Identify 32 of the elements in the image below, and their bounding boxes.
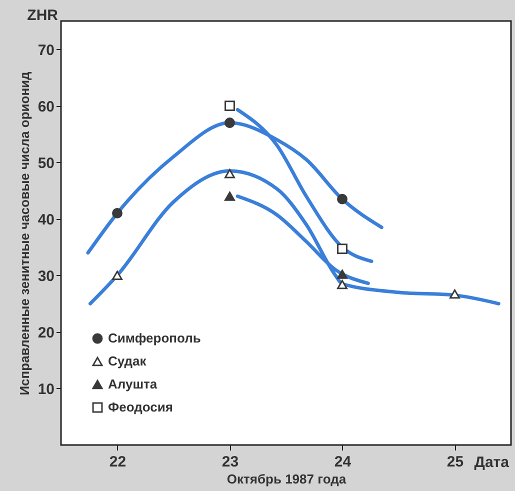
x-tick-label: 24: [334, 454, 352, 470]
point: [337, 244, 348, 254]
point: [337, 194, 348, 204]
legend-label: Феодосия: [108, 400, 173, 414]
x-tick-label: 23: [222, 454, 239, 470]
point: [450, 289, 460, 299]
y-tick-label: 20: [38, 324, 54, 342]
legend-label: Судак: [108, 354, 147, 368]
x-axis-title: Октябрь 1987 года: [226, 472, 347, 486]
text: Дата: [474, 454, 510, 471]
point: [112, 208, 122, 218]
point: [224, 118, 235, 128]
point: [224, 100, 235, 112]
line-series: [236, 194, 370, 286]
y-tick-label: 30: [38, 268, 54, 285]
y-tick-label: 40: [38, 211, 54, 228]
y-tick-label: 60: [38, 98, 54, 116]
y-tick-label: 70: [38, 42, 54, 59]
point: [337, 280, 348, 290]
x-tick-label: 25: [446, 454, 464, 470]
legend-label: Симферополь: [108, 330, 201, 346]
legend-label: Алушта: [108, 376, 158, 392]
x-tick-label: 22: [109, 454, 126, 470]
point: [112, 270, 122, 280]
y-tick-label: 50: [38, 154, 54, 172]
point: [224, 192, 235, 201]
point: [337, 270, 348, 279]
line-series: [88, 169, 500, 306]
text: ZHR: [27, 7, 58, 24]
y-axis-title: Исправленные зенитные часовые числа орионид: [16, 70, 32, 396]
point: [224, 169, 235, 178]
y-tick-label: 10: [38, 380, 54, 398]
